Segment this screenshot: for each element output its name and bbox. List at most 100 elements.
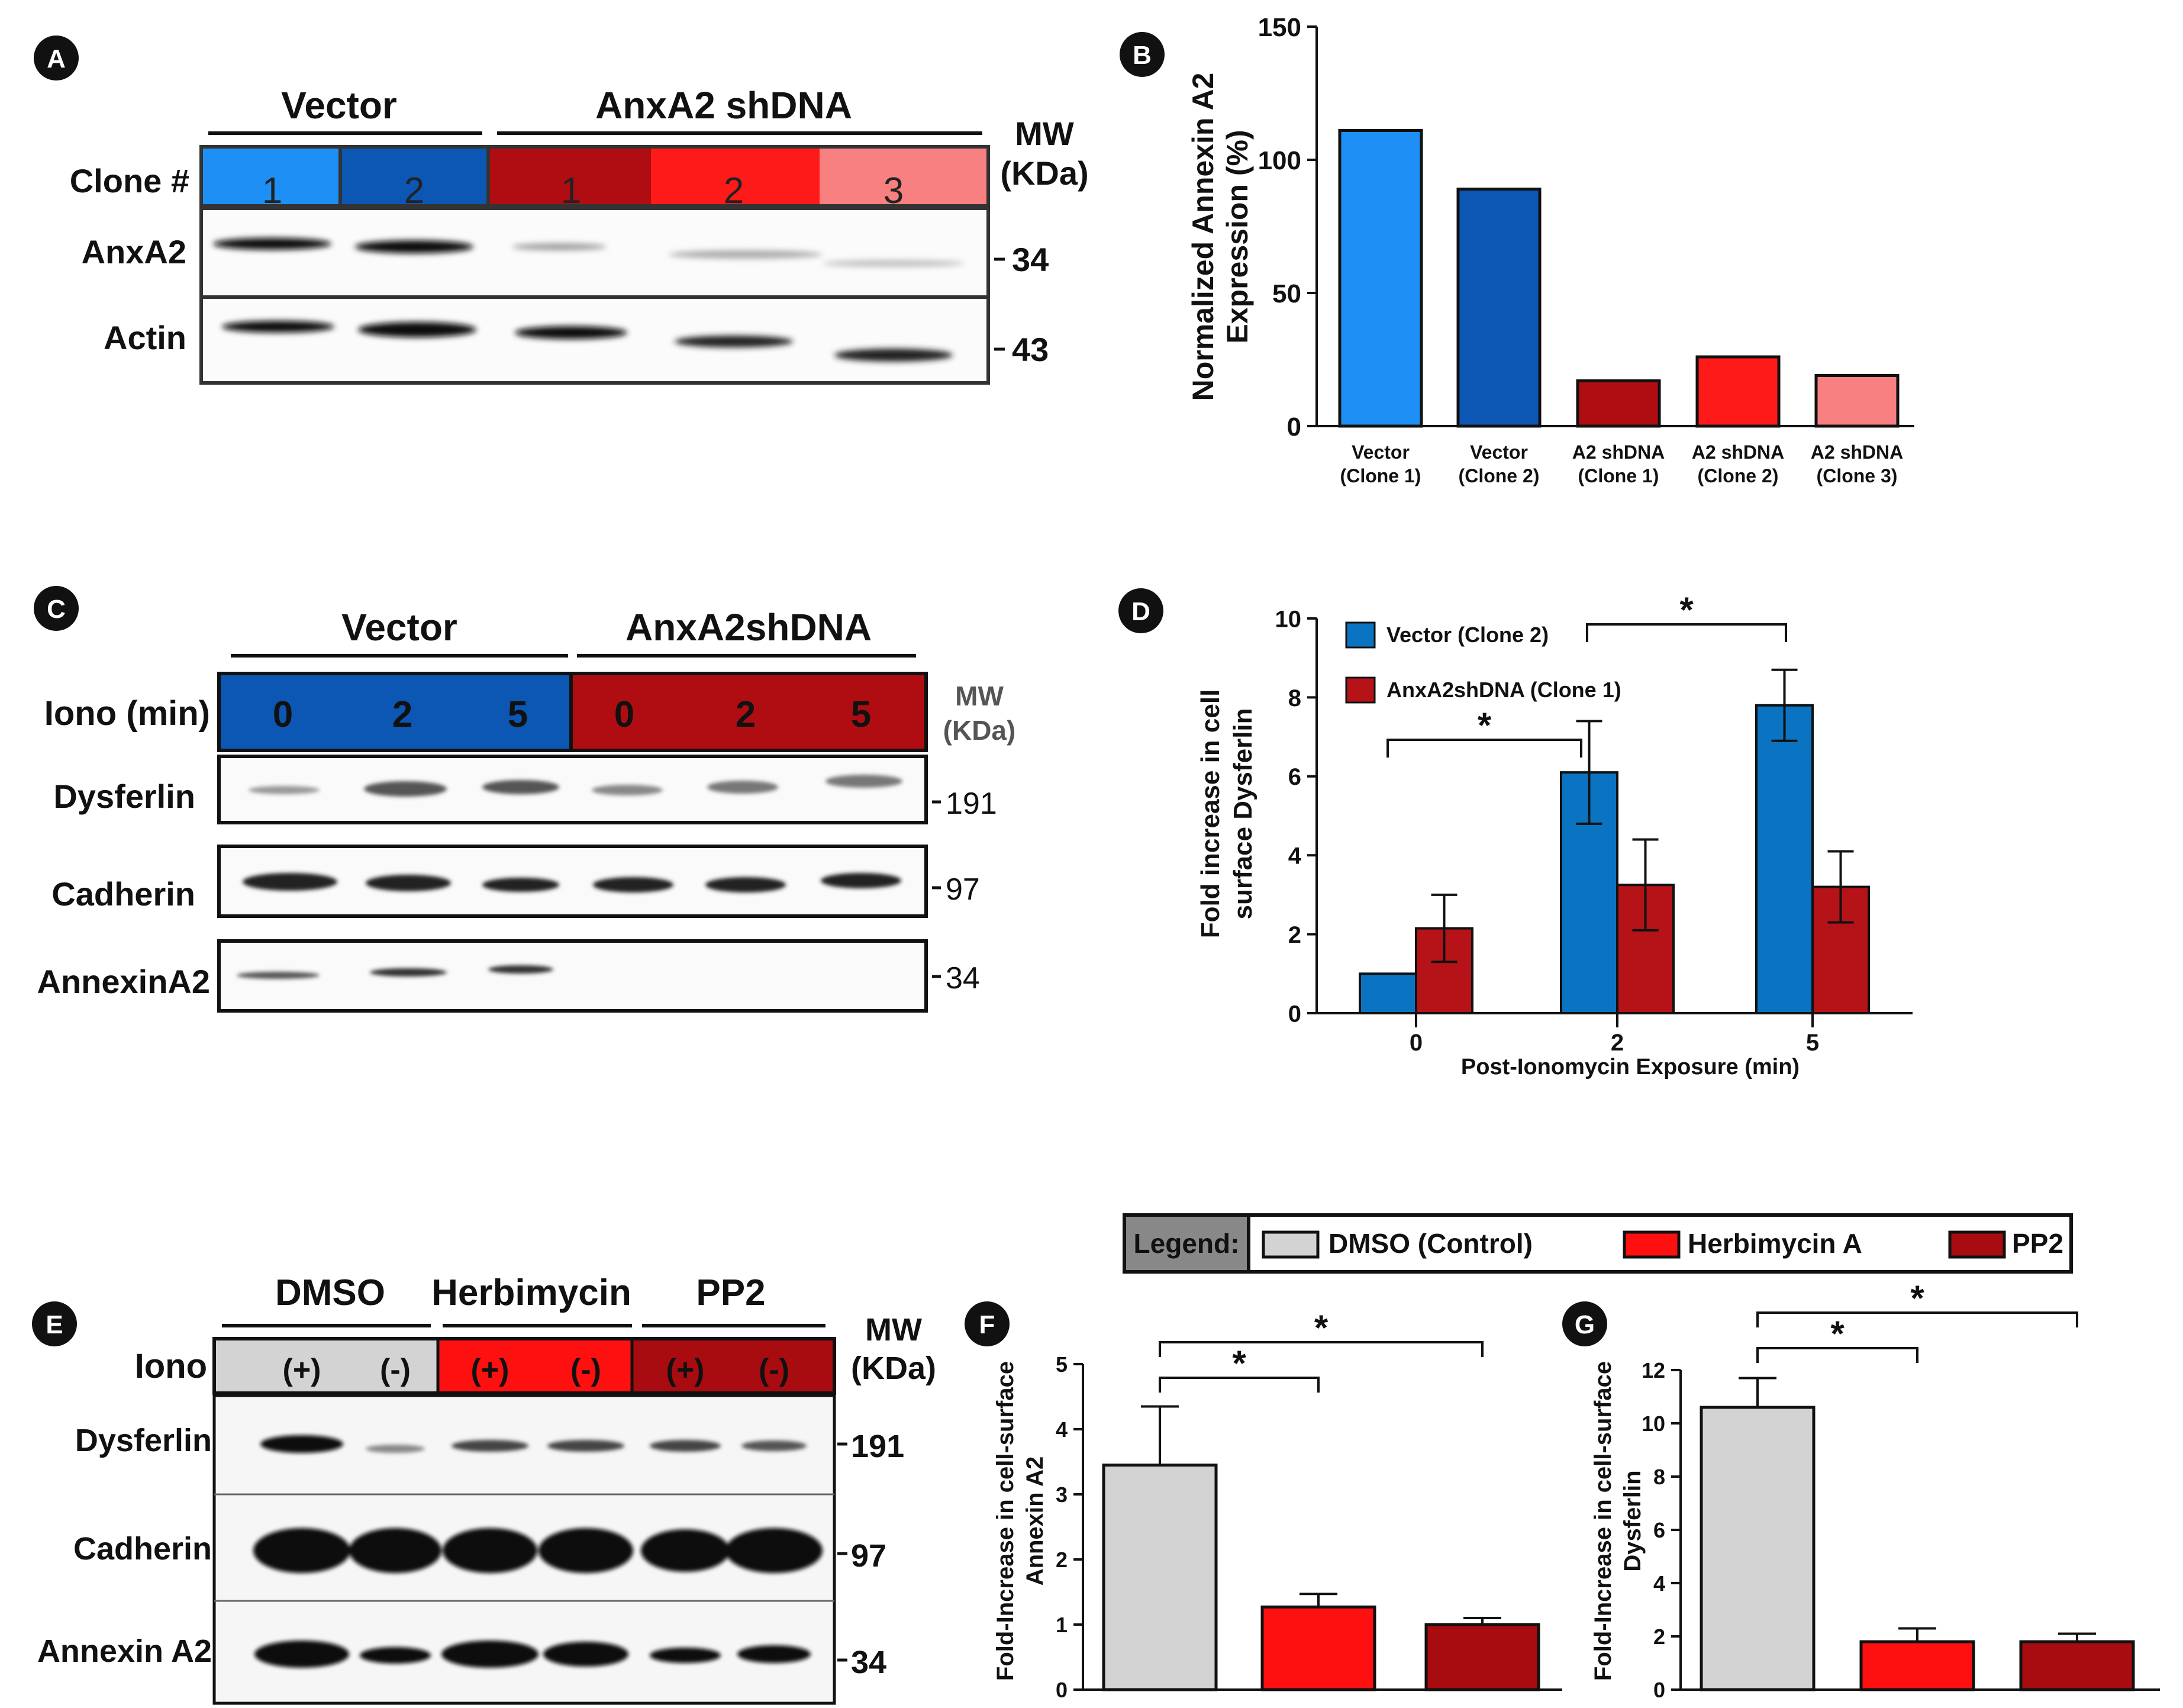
panel-c-group-vector: Vector xyxy=(341,606,457,649)
chart-d-xtick-label: 0 xyxy=(1410,1030,1423,1056)
panel-a: A Vector AnxA2 shDNA MW (KDa) Clone # 1 … xyxy=(34,36,1089,385)
chart-g-ytick-label: 8 xyxy=(1653,1465,1665,1489)
panel-a-mw-43: 43 xyxy=(1012,331,1049,368)
panel-c: C Vector AnxA2shDNA MW (KDa) Iono (min) … xyxy=(34,586,1016,1013)
band-c-cad-2 xyxy=(366,875,451,891)
panel-d: D Fold increase in cell surface Dysferli… xyxy=(1118,588,1913,1079)
sign-label-2: (-) xyxy=(380,1353,411,1387)
panel-d-letter: D xyxy=(1131,597,1150,626)
band-e-cad-2 xyxy=(349,1528,441,1573)
time-label-5: 2 xyxy=(736,694,756,735)
chart-f-ytick-label: 5 xyxy=(1056,1352,1068,1377)
blot-c-dysferlin xyxy=(217,755,928,824)
chart-d-sig-2-star: * xyxy=(1679,590,1694,630)
chart-g-sig-1 xyxy=(1756,1347,1918,1363)
legend-label-herb: Herbimycin A xyxy=(1688,1228,1862,1259)
chart-f-ytick-label: 3 xyxy=(1056,1483,1068,1507)
chart-b-bar xyxy=(1338,129,1423,428)
panel-g-badge xyxy=(1562,1301,1607,1346)
chart-f-ytick-label: 0 xyxy=(1056,1678,1068,1702)
legend-label-dmso: DMSO (Control) xyxy=(1328,1228,1533,1259)
panel-e-letter: E xyxy=(46,1310,63,1339)
panel-a-mw: MW xyxy=(1015,115,1074,152)
chart-d-ytick-label: 0 xyxy=(1288,1001,1301,1027)
chart-g-bar xyxy=(1700,1406,1816,1691)
clone-cell-sh-3 xyxy=(820,147,988,206)
clone-num-2: 2 xyxy=(404,170,424,211)
chart-g-bar xyxy=(1859,1640,1975,1691)
chart-f-bar xyxy=(1260,1605,1376,1691)
band-a-anxa2-4 xyxy=(669,250,823,259)
panel-f: F Fold-Increase in cell-surface Annexin … xyxy=(965,1301,1562,1702)
panel-b: B Normalized Annexin A2 Expression (%) 0… xyxy=(1120,13,1914,486)
band-a-actin-5 xyxy=(834,349,953,362)
chart-g-ytick-label: 0 xyxy=(1653,1678,1665,1702)
chart-f-ytick-label: 4 xyxy=(1056,1417,1068,1442)
chart-d-legend-swatch-shdna xyxy=(1345,676,1376,704)
clone-cell-sh-2 xyxy=(651,147,820,206)
chart-d-xtick-label: 5 xyxy=(1806,1030,1819,1056)
band-c-dys-5 xyxy=(707,781,778,794)
chart-d-ytick-label: 4 xyxy=(1288,843,1302,869)
chart-b-bar xyxy=(1456,188,1542,428)
band-e-dys-3 xyxy=(452,1440,528,1452)
chart-d-legend-swatch-vector xyxy=(1345,621,1376,649)
band-e-cad-6 xyxy=(725,1528,823,1573)
band-c-dys-2 xyxy=(364,781,447,797)
chart-g-ylabel-2: Dysferlin xyxy=(1620,1470,1646,1571)
sign-strip-dmso xyxy=(214,1339,438,1393)
chart-f-bar xyxy=(1102,1464,1218,1691)
chart-f-ylabel-1: Fold-Increase in cell-surface xyxy=(992,1361,1018,1681)
panel-c-badge xyxy=(34,586,79,631)
chart-g-bar xyxy=(2019,1640,2135,1691)
band-e-dys-4 xyxy=(547,1440,624,1452)
clone-cell-vector-1 xyxy=(201,147,340,206)
panel-a-clone-label: Clone # xyxy=(70,162,189,199)
chart-d-xlabel: Post-Ionomycin Exposure (min) xyxy=(1461,1055,1800,1079)
chart-g: 0 2 4 6 8 10 12 * * xyxy=(1642,1278,2160,1702)
chart-b-ylabel-1: Normalized Annexin A2 xyxy=(1186,73,1220,401)
panel-e-group-pp2: PP2 xyxy=(696,1272,765,1313)
panel-e-sign-strip: (+) (-) (+) (-) (+) (-) xyxy=(212,1337,836,1395)
band-e-dys-1 xyxy=(260,1435,343,1453)
legend-label-pp2: PP2 xyxy=(2012,1228,2063,1259)
chart-g-ytick-label: 4 xyxy=(1653,1571,1665,1596)
band-e-anx-1 xyxy=(254,1641,349,1668)
clone-num-3: 1 xyxy=(561,170,581,211)
blot-a-anxa2 xyxy=(199,207,990,299)
chart-f-sig-2 xyxy=(1159,1341,1484,1357)
panel-e-iono-label: Iono xyxy=(135,1347,207,1385)
panel-a-badge xyxy=(34,36,79,80)
chart-d-legend-shdna: AnxA2shDNA (Clone 1) xyxy=(1386,678,1621,702)
chart-b-xlabel: (Clone 3) xyxy=(1817,465,1898,486)
panel-b-badge xyxy=(1120,32,1165,77)
band-c-cad-6 xyxy=(821,873,901,888)
chart-b-ylabel-2: Expression (%) xyxy=(1221,130,1254,343)
chart-f: 0 1 2 3 4 5 * * xyxy=(1056,1308,1562,1702)
band-c-dys-1 xyxy=(249,786,320,794)
band-a-anxa2-1 xyxy=(213,238,331,250)
sign-label-4: (-) xyxy=(570,1353,601,1387)
chart-d: 0 2 4 6 8 10 0 2 5 Vector (Clone 2) AnxA2shDNA (Cl… xyxy=(1275,590,1913,1056)
clone-cell-vector-2 xyxy=(340,147,488,206)
band-a-actin-4 xyxy=(675,336,793,347)
legend-swatch-herb xyxy=(1623,1230,1681,1259)
panel-d-badge xyxy=(1118,588,1163,633)
chart-g-sig-2-star: * xyxy=(1910,1278,1924,1318)
chart-f-bar xyxy=(1424,1623,1540,1691)
panel-c-kda: (KDa) xyxy=(943,715,1016,746)
time-strip-vector xyxy=(219,673,571,750)
chart-d-ytick-label: 10 xyxy=(1275,606,1302,632)
chart-d-xtick-label: 2 xyxy=(1611,1030,1624,1056)
panel-c-row-cadherin: Cadherin xyxy=(51,875,195,913)
clone-num-5: 3 xyxy=(883,170,904,211)
sign-label-3: (+) xyxy=(471,1353,510,1387)
band-c-dys-4 xyxy=(592,785,663,795)
time-label-6: 5 xyxy=(851,694,871,735)
panel-c-mw: MW xyxy=(955,681,1004,711)
chart-f-sig-1 xyxy=(1159,1377,1320,1393)
time-label-3: 5 xyxy=(508,694,528,735)
chart-d-ytick-label: 8 xyxy=(1288,685,1301,711)
band-a-anxa2-5 xyxy=(823,260,965,267)
